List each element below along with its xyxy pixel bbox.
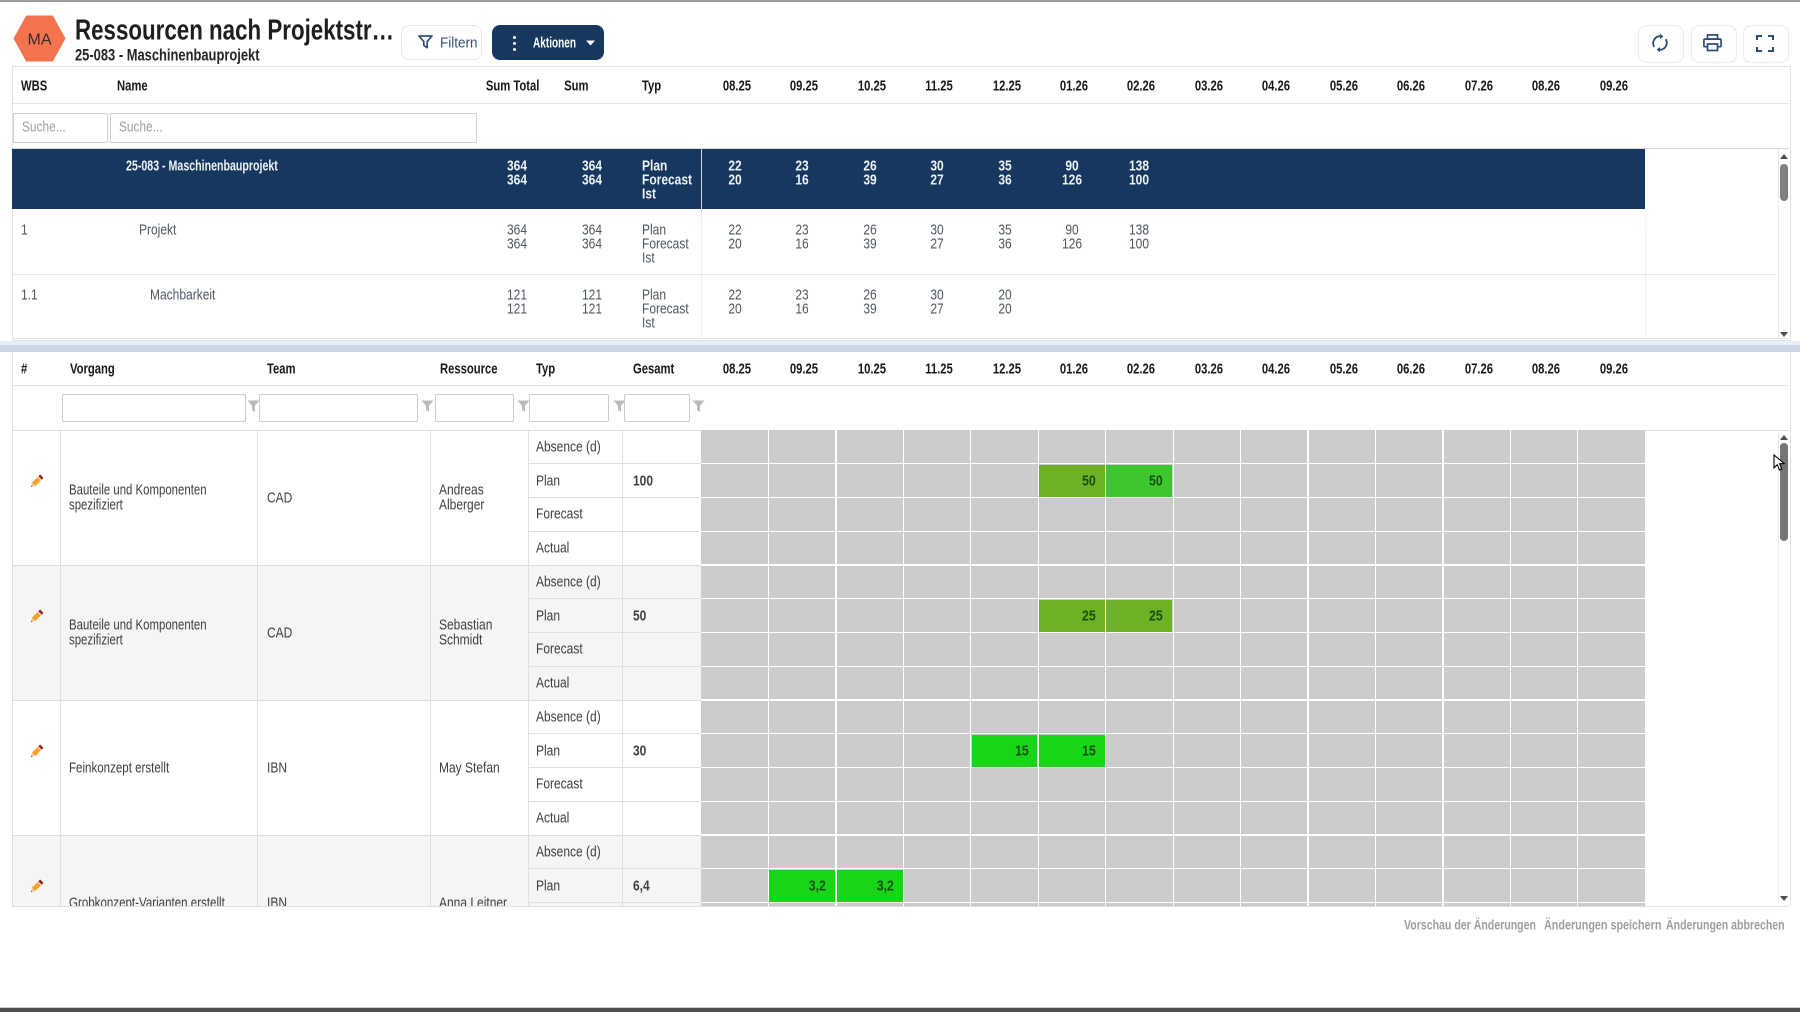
svg-text:MA: MA — [28, 32, 52, 49]
